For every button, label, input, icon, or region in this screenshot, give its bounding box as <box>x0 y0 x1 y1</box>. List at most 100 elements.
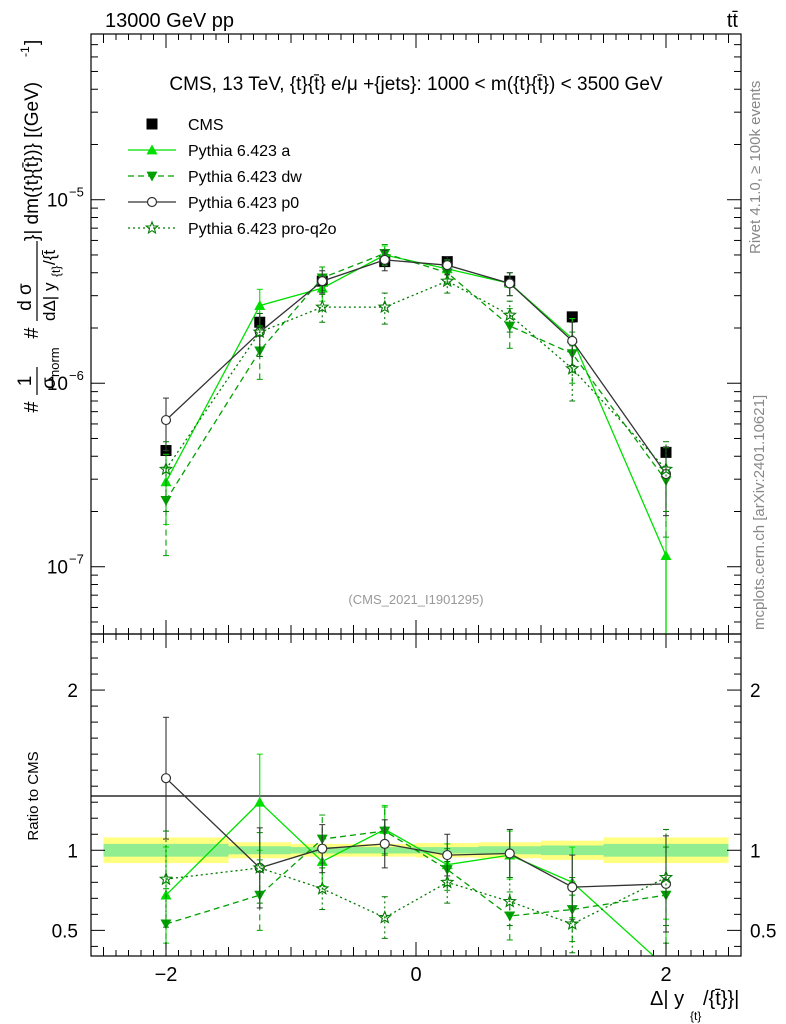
main-series-line <box>165 259 667 475</box>
ratio-y-tick-label: 1 <box>67 841 78 862</box>
ratio-y-tick-label-right: 2 <box>750 681 761 702</box>
main-data-point <box>315 299 330 314</box>
x-tick-label: 2 <box>660 964 671 986</box>
ratio-y-tick-label-right: 1 <box>750 841 761 862</box>
legend: CMS Pythia 6.423 a Pythia 6.423 dw Pythia 6… <box>128 117 337 238</box>
header-process-label: tt̄ <box>727 10 739 32</box>
ylabel-close: ] <box>22 40 43 45</box>
ylabel-prefix: # <box>21 401 43 413</box>
ratio-data-point <box>160 773 172 784</box>
rivet-version-label: Rivet 4.1.0, ≥ 100k events <box>747 81 764 254</box>
ratio-y-tick-label-right: 0.5 <box>750 921 776 942</box>
ylabel-frac1-den: σ <box>39 377 60 389</box>
ratio-data-point <box>567 882 578 893</box>
main-plot-title: CMS, 13 TeV, {t}{t̄} e/μ +{jets}: 1000 <… <box>169 74 662 95</box>
main-series-pythia_a <box>160 245 672 635</box>
legend-label-pythia_dw: Pythia 6.423 dw <box>188 169 302 186</box>
main-y-tick-exponent: −5 <box>69 185 84 200</box>
mcplots-reference-label: mcplots.cern.ch [arXiv:2401.10621] <box>751 395 768 630</box>
main-y-axis-label: # 1 σ norm # d σ dΔ| y {t} /{t̄ }| dm({t… <box>15 40 63 413</box>
main-series-line <box>165 254 667 556</box>
main-series-pythia_p0 <box>160 249 672 517</box>
main-y-tick-label: 10 <box>47 374 68 395</box>
xlabel-main: Δ| y <box>650 988 684 1010</box>
ylabel-suffix: }| dm({t}{t̄})} [(GeV) <box>22 82 43 241</box>
main-data-point <box>254 300 266 310</box>
header-beam-label: 13000 GeV pp <box>105 10 234 32</box>
main-series-pythia_proq2o <box>158 270 674 512</box>
legend-marker-pythia_a <box>146 144 158 155</box>
ratio-y-tick-label: 0.5 <box>52 921 78 942</box>
ylabel-frac2-num: d σ <box>15 283 36 311</box>
analysis-id-label: (CMS_2021_I1901295) <box>348 592 483 607</box>
ratio-y-tick-label: 2 <box>67 681 78 702</box>
ratio-y-axis-label: Ratio to CMS <box>25 751 42 840</box>
main-data-point <box>442 260 453 271</box>
main-data-point <box>160 414 172 426</box>
ratio-series-pythia_proq2o <box>158 828 674 954</box>
main-data-point <box>658 461 674 476</box>
ratio-panel: 0.5 0.5 1 1 2 2 Ratio to CMS −2 0 2 Δ| y {t} /{… <box>25 633 777 1023</box>
legend-marker-pythia_dw <box>146 171 158 182</box>
main-data-point <box>567 335 578 347</box>
ratio-data-point <box>504 911 516 922</box>
main-series-line <box>165 252 667 501</box>
ratio-panel-frame <box>90 633 742 957</box>
ylabel-frac2-den-sub: {t} <box>49 266 63 277</box>
main-series-line <box>165 280 667 470</box>
ratio-series-line <box>165 777 667 888</box>
ratio-data-point <box>565 916 580 931</box>
ratio-data-point <box>317 843 328 854</box>
main-data-point <box>504 278 515 289</box>
legend-marker-pythia_proq2o <box>144 220 160 235</box>
main-y-tick-label: 10 <box>47 558 68 579</box>
ratio-data-point <box>504 848 515 859</box>
main-data-point <box>317 276 328 287</box>
x-tick-label: 0 <box>410 964 421 986</box>
ratio-data-point <box>658 869 674 884</box>
main-data-point <box>379 254 390 265</box>
ratio-data-point <box>377 910 392 924</box>
main-y-tick-labels: 10−710−610−5 <box>47 185 84 579</box>
ylabel-frac1-num: 1 <box>15 376 36 387</box>
main-series-pythia_dw <box>160 244 672 557</box>
main-data-point <box>660 550 672 561</box>
ratio-data-point <box>442 849 453 861</box>
main-data-layer <box>158 244 674 635</box>
ratio-data-point <box>252 860 267 874</box>
legend-marker-cms <box>146 118 158 130</box>
ratio-data-point <box>315 881 330 895</box>
main-data-point <box>252 324 267 339</box>
ratio-data-point <box>160 919 172 930</box>
ylabel-unit-exp: -1 <box>18 46 32 57</box>
main-panel: CMS, 13 TeV, {t}{t̄} e/μ +{jets}: 1000 <… <box>15 33 742 635</box>
ratio-data-point <box>502 894 517 908</box>
xlabel-sub: {t} <box>690 1009 701 1023</box>
x-axis-label: Δ| y {t} /{t̄}}| <box>650 988 739 1023</box>
main-y-tick-exponent: −7 <box>69 552 84 567</box>
xlabel-tail: /{t̄}}| <box>703 988 739 1010</box>
ratio-series-line <box>165 801 655 956</box>
main-y-tick-label: 10 <box>47 191 68 212</box>
main-data-point <box>566 311 578 323</box>
ratio-data-point <box>379 838 390 849</box>
ylabel-frac1-den-sub: norm <box>47 347 62 377</box>
main-data-point <box>158 461 174 476</box>
legend-label-pythia_a: Pythia 6.423 a <box>188 143 290 160</box>
main-y-tick-exponent: −6 <box>69 368 84 383</box>
ylabel-frac2-den-tail: /{t̄ <box>40 249 59 265</box>
ratio-series-line <box>165 830 667 925</box>
ratio-y-tick-labels: 0.5 0.5 1 1 2 2 <box>52 681 777 942</box>
ratio-data-point <box>158 871 174 886</box>
legend-label-pythia_p0: Pythia 6.423 p0 <box>188 195 299 212</box>
ratio-data-point <box>440 874 455 889</box>
x-tick-label: −2 <box>155 964 178 986</box>
ratio-series-pythia_dw <box>160 806 672 956</box>
main-axis-ticks <box>91 33 741 634</box>
ratio-data-layer <box>158 716 674 956</box>
main-data-point <box>502 307 517 322</box>
ylabel-frac2-den: dΔ| y <box>40 282 59 321</box>
legend-label-pythia_proq2o: Pythia 6.423 pro-q2o <box>188 221 337 238</box>
x-tick-labels: −2 0 2 <box>155 964 672 986</box>
legend-label-cms: CMS <box>188 117 224 134</box>
